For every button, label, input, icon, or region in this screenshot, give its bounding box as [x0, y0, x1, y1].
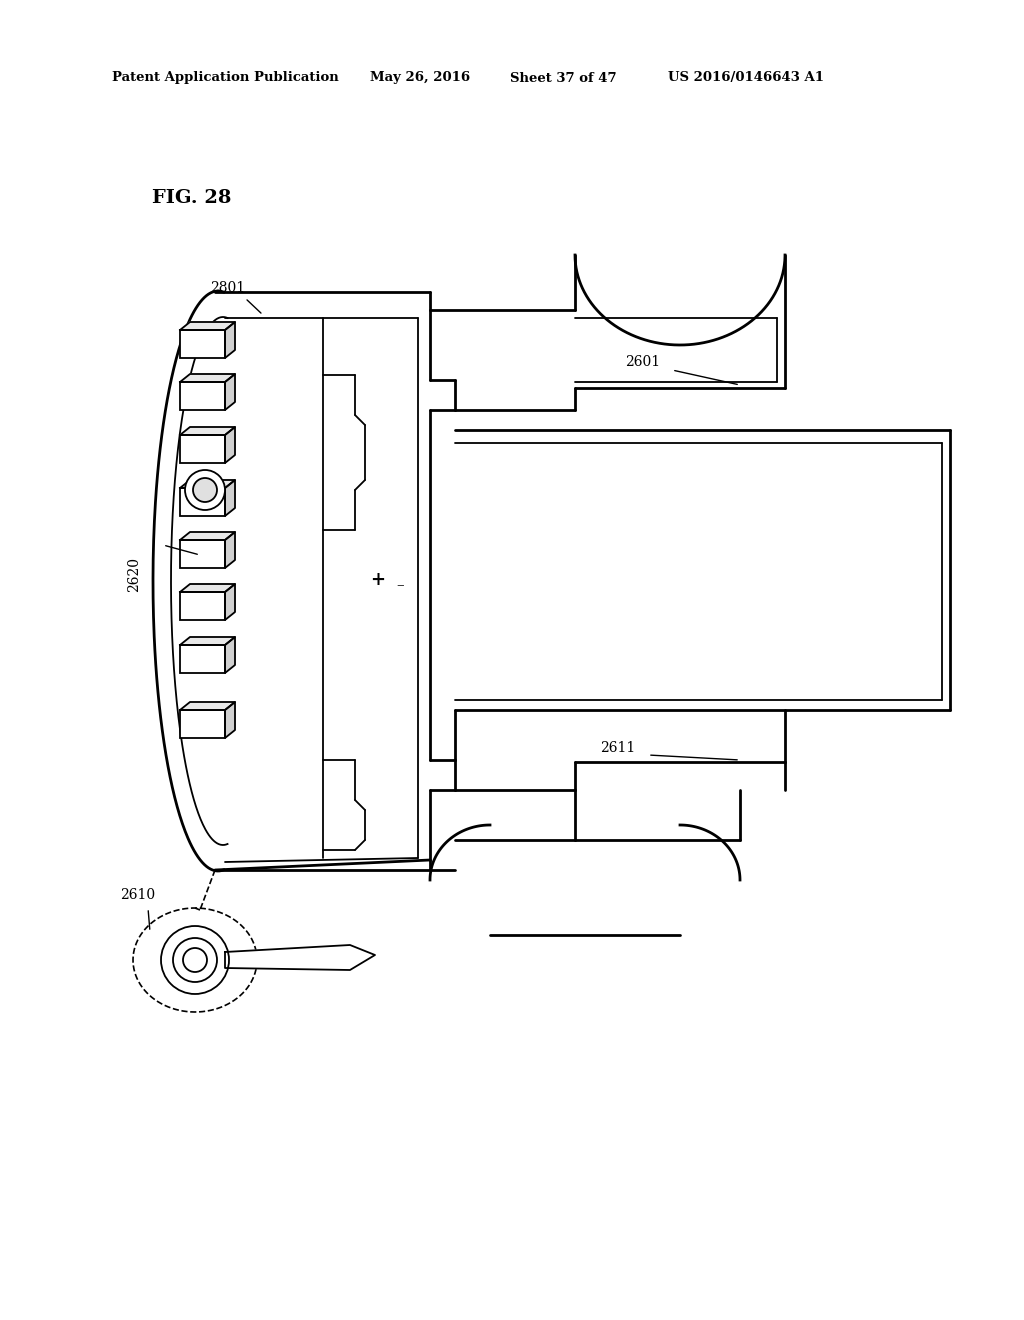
Polygon shape [225, 374, 234, 411]
Text: 2610: 2610 [120, 888, 155, 902]
Polygon shape [180, 426, 234, 436]
Polygon shape [180, 436, 225, 463]
Polygon shape [225, 945, 375, 970]
Text: 2601: 2601 [625, 355, 660, 370]
Circle shape [173, 939, 217, 982]
Text: +: + [371, 572, 385, 589]
Polygon shape [225, 426, 234, 463]
Text: 2620: 2620 [127, 557, 141, 593]
Polygon shape [180, 591, 225, 620]
Polygon shape [180, 532, 234, 540]
Circle shape [161, 927, 229, 994]
Polygon shape [180, 710, 225, 738]
Circle shape [183, 948, 207, 972]
Circle shape [193, 478, 217, 502]
Text: FIG. 28: FIG. 28 [152, 189, 231, 207]
Polygon shape [225, 480, 234, 516]
Polygon shape [225, 532, 234, 568]
Polygon shape [225, 638, 234, 673]
Polygon shape [180, 488, 225, 516]
Circle shape [185, 470, 225, 510]
Polygon shape [225, 583, 234, 620]
Text: US 2016/0146643 A1: US 2016/0146643 A1 [668, 71, 824, 84]
Text: May 26, 2016: May 26, 2016 [370, 71, 470, 84]
Text: 2801: 2801 [210, 281, 245, 294]
Polygon shape [180, 540, 225, 568]
Polygon shape [180, 330, 225, 358]
Polygon shape [180, 638, 234, 645]
Polygon shape [180, 374, 234, 381]
Text: Patent Application Publication: Patent Application Publication [112, 71, 339, 84]
Polygon shape [180, 381, 225, 411]
Polygon shape [180, 645, 225, 673]
Text: Sheet 37 of 47: Sheet 37 of 47 [510, 71, 616, 84]
Polygon shape [180, 322, 234, 330]
Text: 2611: 2611 [600, 741, 635, 755]
Polygon shape [180, 702, 234, 710]
Polygon shape [225, 702, 234, 738]
Polygon shape [180, 480, 234, 488]
Text: –: – [396, 578, 403, 591]
Polygon shape [180, 583, 234, 591]
Polygon shape [225, 322, 234, 358]
